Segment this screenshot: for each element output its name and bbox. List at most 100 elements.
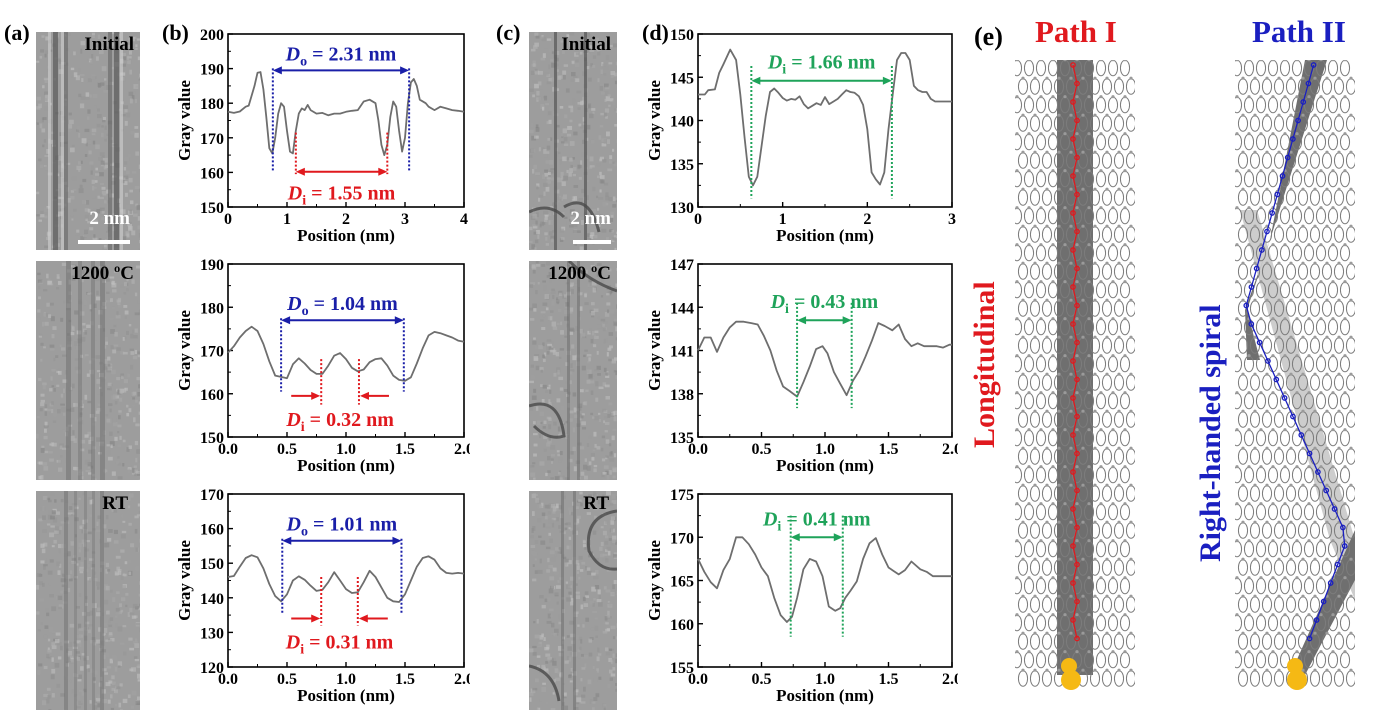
carbon-atom [1093,336,1096,339]
hexagon-ring [1298,264,1307,280]
tem-noise [611,626,616,630]
x-tick-label: 0.5 [752,441,772,458]
tem-noise [81,562,84,567]
hexagon-ring [1030,597,1039,613]
hexagon-ring [1030,116,1039,132]
hexagon-ring [1262,412,1271,428]
tem-noise [56,511,60,514]
hexagon-ring [1030,338,1039,354]
carbon-atom [1123,391,1126,394]
tem-noise [548,249,552,250]
hexagon-ring [1340,245,1349,261]
tem-noise [580,569,583,572]
tem-noise [606,132,610,137]
tem-noise [107,569,110,572]
carbon-atom [1105,373,1108,376]
carbon-atom [1313,669,1316,672]
tem-noise [545,480,547,481]
tem-noise [614,124,617,127]
carbon-atom [1099,132,1102,135]
hexagon-ring [1120,393,1129,409]
hexagon-ring [1310,338,1319,354]
tem-noise [546,151,549,154]
carbon-atom [1283,132,1286,135]
tem-noise [106,611,110,615]
tem-noise [553,506,557,511]
carbon-atom [1307,280,1310,283]
tem-noise [133,405,135,407]
tem-noise [587,180,589,182]
tem-noise [542,513,545,517]
tem-noise [127,56,129,61]
hexagon-ring [1238,153,1247,169]
carbon-atom [1129,299,1132,302]
tem-noise [603,73,606,75]
tem-noise [89,578,91,582]
tem-noise [564,137,568,141]
hexagon-ring [1340,356,1349,372]
tem-noise [593,697,597,701]
hexagon-ring [1286,523,1295,539]
hexagon-ring [1292,282,1301,298]
tem-noise [85,215,89,220]
hexagon-ring [1310,301,1319,317]
tem-noise [540,635,543,640]
tem-noise [135,48,138,50]
tem-noise [122,463,124,466]
carbon-atom [1117,225,1120,228]
carbon-atom [1033,484,1036,487]
carbon-atom [1241,521,1244,524]
x-tick-label: 0.0 [688,441,708,458]
hexagon-ring [1322,560,1331,576]
path-2-title: Path II [1252,14,1346,50]
hexagon-ring [1340,393,1349,409]
tem-noise [131,230,135,235]
tem-noise [547,387,550,389]
tem-noise [128,506,130,509]
carbon-atom [1015,354,1018,357]
carbon-atom [1247,354,1250,357]
carbon-atom [1235,95,1238,98]
tem-noise [546,243,549,246]
carbon-atom [1301,521,1304,524]
tem-noise [111,708,114,710]
tem-noise [91,166,94,171]
tem-noise [532,579,536,582]
carbon-atom [1307,206,1310,209]
hexagon-ring [1048,245,1057,261]
carbon-atom [1069,336,1072,339]
tem-noise [530,284,534,287]
carbon-atom [1349,373,1352,376]
dimension-arrow [273,66,409,74]
tem-noise [131,705,134,708]
tem-noise [578,656,581,659]
tem-noise [85,395,88,400]
carbon-atom [1337,373,1340,376]
tem-noise [124,379,128,383]
tem-noise [556,352,559,356]
tem-noise [129,608,132,612]
carbon-atom [1313,484,1316,487]
tem-noise [610,678,613,681]
carbon-atom [1015,317,1018,320]
tem-noise [594,235,597,238]
hexagon-ring [1274,523,1283,539]
tem-noise [52,693,55,697]
carbon-atom [1129,336,1132,339]
tem-noise [605,456,608,459]
carbon-atom [1045,114,1048,117]
hexagon-ring [1024,134,1033,150]
tem-noise [40,343,43,346]
carbon-atom [1123,650,1126,653]
tem-noise [559,547,562,550]
carbon-atom [1021,225,1024,228]
tem-noise [110,318,114,320]
tem-noise [130,613,135,615]
carbon-atom [1235,206,1238,209]
tem-noise [43,289,47,291]
tem-noise [84,141,87,144]
tem-noise [591,453,595,457]
carbon-atom [1045,484,1048,487]
hexagon-ring [1042,190,1051,206]
hexagon-ring [1015,393,1022,409]
